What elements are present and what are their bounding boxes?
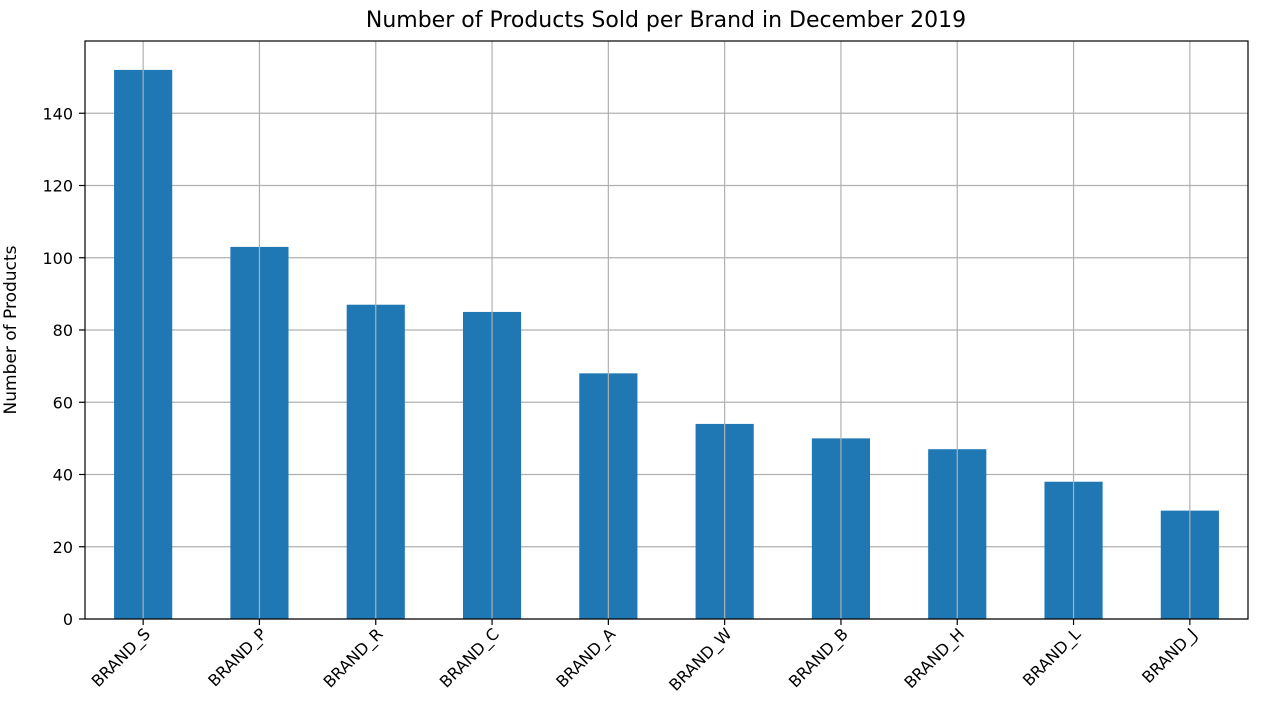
x-tick-label: BRAND_S <box>88 624 155 691</box>
bars-layer <box>114 69 1219 619</box>
x-tick-label: BRAND_R <box>320 624 388 692</box>
y-tick-label: 100 <box>42 249 73 268</box>
y-tick-label: 80 <box>53 321 73 340</box>
chart-title: Number of Products Sold per Brand in Dec… <box>366 8 966 33</box>
x-tick-label: BRAND_W <box>665 624 736 695</box>
x-tick-label: BRAND_C <box>436 624 504 692</box>
x-tick-label: BRAND_P <box>204 624 271 691</box>
y-tick-label: 20 <box>53 538 73 557</box>
x-tick-label: BRAND_L <box>1019 624 1085 690</box>
x-tick-label: BRAND_J <box>1138 624 1201 687</box>
y-axis-label: Number of Products <box>1 245 21 414</box>
y-tick-label: 120 <box>42 177 73 196</box>
y-tick-label: 140 <box>42 104 73 123</box>
y-tick-label: 40 <box>53 466 73 485</box>
y-tick-label: 60 <box>53 393 73 412</box>
x-tick-label: BRAND_B <box>785 624 853 692</box>
y-axis: 0 20 40 60 80 100 120 140 <box>42 104 85 629</box>
x-axis: BRAND_S BRAND_P BRAND_R BRAND_C BRAND_A BRAND… <box>88 619 1201 695</box>
x-tick-label: BRAND_A <box>552 624 620 692</box>
x-grid-layer <box>142 41 1191 619</box>
y-tick-label: 0 <box>63 610 73 629</box>
x-tick-label: BRAND_H <box>900 624 968 692</box>
